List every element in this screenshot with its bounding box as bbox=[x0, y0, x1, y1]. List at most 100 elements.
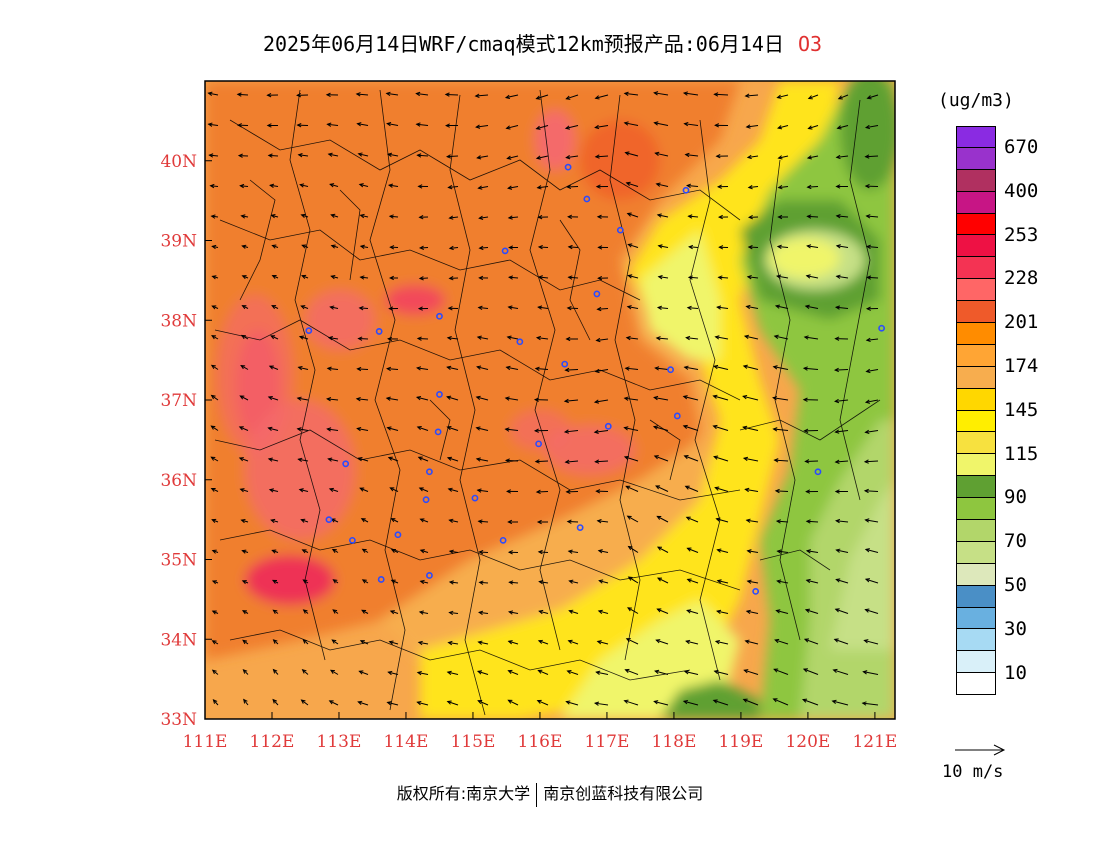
wind-arrowhead bbox=[239, 488, 245, 493]
wind-arrowhead bbox=[418, 610, 424, 615]
wind-vector bbox=[715, 487, 729, 492]
wind-vector bbox=[331, 518, 339, 523]
station-marker bbox=[564, 163, 572, 171]
wind-arrowhead bbox=[331, 548, 337, 554]
wind-arrowhead bbox=[656, 305, 662, 311]
wind-vector bbox=[537, 186, 549, 189]
station-marker bbox=[814, 468, 822, 476]
wind-arrowhead bbox=[209, 183, 215, 189]
wind-arrowhead bbox=[210, 425, 216, 430]
wind-arrowhead bbox=[238, 457, 244, 462]
wind-vectors bbox=[207, 91, 879, 706]
wind-arrowhead bbox=[296, 396, 302, 401]
wind-arrowhead bbox=[330, 244, 336, 249]
wind-arrowhead bbox=[655, 336, 661, 341]
wind-arrowhead bbox=[864, 548, 870, 553]
wind-vector bbox=[539, 610, 549, 614]
wind-vector bbox=[864, 490, 879, 492]
wind-vector bbox=[418, 641, 429, 645]
wind-arrowhead bbox=[241, 549, 247, 554]
wind-arrowhead bbox=[504, 94, 511, 100]
wind-arrowhead bbox=[271, 244, 277, 249]
wind-vector bbox=[865, 578, 879, 584]
wind-vector bbox=[688, 215, 699, 218]
wind-vector bbox=[447, 155, 459, 158]
wind-arrowhead bbox=[682, 91, 689, 96]
wind-arrowhead bbox=[236, 123, 242, 128]
wind-vector bbox=[624, 397, 639, 401]
wind-vector bbox=[391, 518, 399, 523]
wind-arrowhead bbox=[300, 518, 306, 523]
wind-arrowhead bbox=[361, 609, 367, 614]
wind-vector bbox=[568, 640, 579, 645]
wind-vector bbox=[416, 93, 429, 96]
wind-vector bbox=[598, 610, 609, 614]
wind-vector bbox=[357, 427, 369, 431]
wind-vector bbox=[832, 700, 849, 706]
wind-arrowhead bbox=[834, 608, 840, 613]
wind-vector bbox=[717, 580, 729, 584]
wind-arrowhead bbox=[415, 122, 421, 127]
wind-vector bbox=[240, 185, 249, 187]
wind-arrowhead bbox=[686, 305, 692, 311]
wind-vector bbox=[478, 186, 489, 189]
wind-arrowhead bbox=[446, 700, 452, 705]
wind-arrowhead bbox=[716, 184, 722, 189]
wind-vector bbox=[715, 336, 729, 340]
wind-vector bbox=[508, 216, 519, 219]
wind-arrowhead bbox=[685, 335, 691, 341]
wind-arrowhead bbox=[506, 335, 512, 340]
wind-vector bbox=[329, 488, 339, 492]
lon-tick-label: 116E bbox=[518, 732, 563, 752]
wind-vector bbox=[594, 430, 609, 433]
wind-arrowhead bbox=[212, 699, 218, 704]
wind-arrowhead bbox=[627, 545, 633, 551]
wind-arrowhead bbox=[713, 364, 719, 370]
station-marker bbox=[501, 247, 509, 255]
wind-arrowhead bbox=[805, 549, 811, 554]
wind-vector bbox=[688, 276, 699, 279]
wind-arrowhead bbox=[596, 306, 602, 312]
wind-arrowhead bbox=[565, 336, 571, 342]
legend-swatch bbox=[956, 235, 996, 258]
legend-label: 115 bbox=[1004, 442, 1039, 465]
wind-vector bbox=[595, 125, 609, 129]
wind-vector bbox=[479, 551, 489, 553]
wind-arrowhead bbox=[330, 213, 336, 218]
wind-vector bbox=[330, 669, 339, 675]
wind-arrowhead bbox=[777, 155, 783, 160]
wind-vector bbox=[449, 581, 459, 584]
station-marker bbox=[375, 328, 383, 335]
wind-arrowhead bbox=[475, 124, 481, 129]
wind-arrowhead bbox=[742, 698, 748, 703]
concentration-field bbox=[205, 81, 895, 719]
wind-arrowhead bbox=[597, 549, 603, 554]
wind-arrowhead bbox=[419, 549, 425, 554]
wind-vector bbox=[329, 700, 339, 706]
wind-arrowhead bbox=[301, 549, 307, 554]
wind-arrowhead bbox=[597, 609, 603, 614]
wind-arrowhead bbox=[537, 669, 543, 674]
wind-arrowhead bbox=[805, 578, 811, 584]
station-marker bbox=[436, 312, 443, 320]
wind-vector bbox=[445, 93, 459, 96]
wind-vector bbox=[507, 336, 519, 340]
wind-vector bbox=[808, 94, 819, 99]
wind-arrowhead bbox=[359, 244, 365, 249]
wind-arrowhead bbox=[327, 152, 333, 157]
wind-arrowhead bbox=[268, 365, 274, 370]
wind-arrowhead bbox=[475, 457, 481, 462]
wind-arrowhead bbox=[656, 608, 662, 613]
wind-arrowhead bbox=[684, 485, 690, 490]
wind-vector bbox=[838, 94, 849, 100]
wind-arrowhead bbox=[299, 183, 305, 188]
wind-arrowhead bbox=[567, 244, 573, 250]
wind-vector bbox=[626, 485, 639, 492]
wind-arrowhead bbox=[745, 124, 751, 129]
wind-arrowhead bbox=[448, 518, 454, 523]
wind-vector bbox=[654, 700, 669, 706]
copyright-divider bbox=[536, 782, 538, 807]
wind-vector bbox=[270, 335, 279, 340]
station-marker bbox=[426, 468, 433, 476]
